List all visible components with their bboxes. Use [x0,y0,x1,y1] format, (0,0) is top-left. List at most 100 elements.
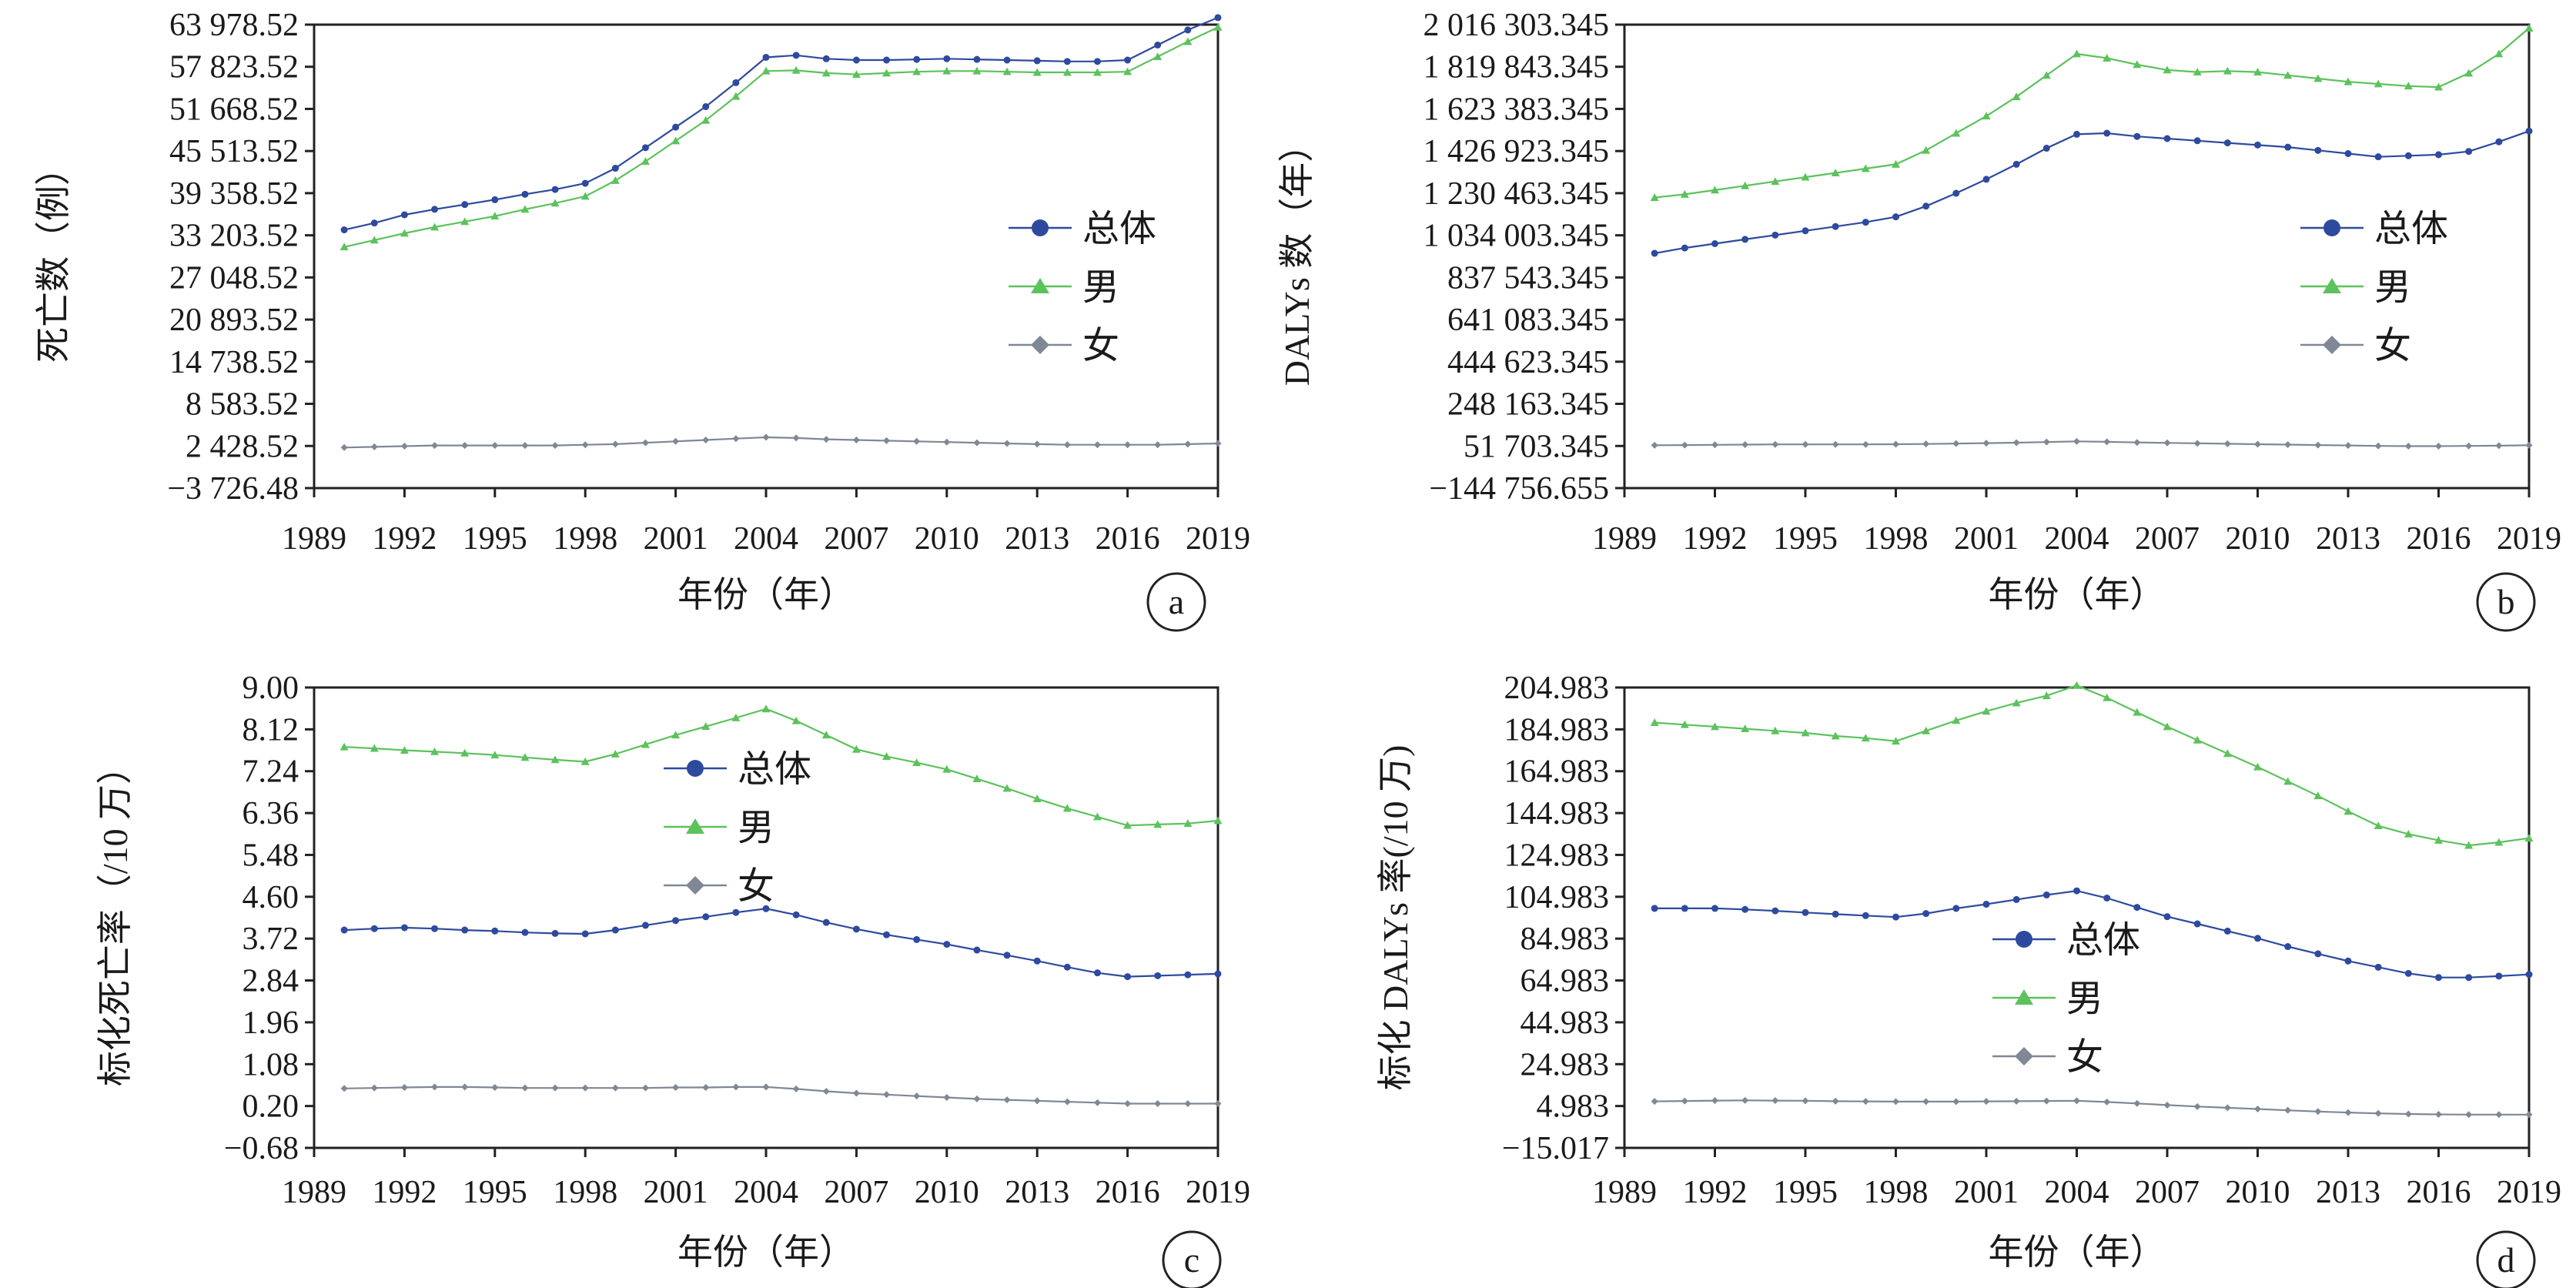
x-tick-label: 1995 [1773,1175,1838,1210]
y-tick-label: 7.24 [243,754,299,790]
data-point [2223,1104,2231,1112]
legend-label: 总体 [1082,209,1156,249]
data-point [702,913,710,921]
data-point [2313,791,2323,800]
x-tick-label: 2007 [824,521,888,557]
x-tick-label: 2013 [1005,1175,1069,1210]
data-point [1741,1096,1749,1104]
y-tick-label: −144 756.655 [1429,471,1609,507]
data-point [370,443,378,450]
x-axis-title: 年份（年） [677,575,855,614]
panel-letter-circle [1162,1230,1222,1288]
data-point [883,1091,891,1099]
y-tick-label: 144.983 [1504,796,1610,831]
y-tick-label: 14 738.52 [169,345,299,380]
data-point [461,201,469,209]
data-point [1771,177,1780,186]
data-point [2042,145,2050,152]
x-tick-label: 2016 [1096,1175,1160,1210]
data-point [702,103,710,111]
data-point [521,928,529,936]
data-point [2374,1109,2382,1117]
data-point [611,440,619,448]
data-point [581,179,589,187]
data-point [520,753,530,761]
legend-label: 女 [738,866,774,907]
data-point [1802,908,1809,916]
series-line [344,1086,1218,1105]
panel-letter-circle [1146,572,1206,632]
data-point [2344,957,2352,965]
x-tick-label: 1989 [1592,521,1657,557]
data-point [1982,1098,1990,1106]
panel-b-dalys-count: 2 016 303.345 1 819 843.345 1 623 383.345 1… [1277,8,2561,632]
data-point [1861,164,1870,172]
x-tick-label: 1992 [1683,521,1748,557]
data-point [611,1084,619,1092]
series-line [1654,27,2530,199]
data-point [2404,969,2412,977]
x-tick-label: 2016 [2407,1175,2471,1210]
data-point [431,925,439,932]
data-point [762,1083,770,1091]
x-tick-label: 2019 [2497,521,2561,557]
data-point [1681,905,1688,912]
data-point [1002,784,1012,792]
data-point [2283,71,2293,79]
x-tick-label: 2010 [2226,521,2290,557]
data-point [2073,130,2080,138]
data-point [2223,927,2231,935]
data-point [1771,231,1779,239]
data-point [461,1083,469,1091]
data-point [2495,442,2503,450]
y-tick-label: 8.12 [243,712,299,748]
x-tick-label: 1992 [372,1175,437,1210]
data-point [340,926,348,934]
data-point [2494,838,2504,846]
data-point [2374,79,2383,88]
x-tick-label: 2007 [2135,1175,2200,1210]
data-point [1892,1098,1899,1106]
data-point [672,917,680,925]
x-tick-label: 1992 [372,521,437,557]
data-point [1063,963,1071,971]
data-point [1650,193,1659,202]
data-point [2344,1109,2352,1116]
data-point [491,1084,499,1092]
data-point [2404,82,2413,90]
data-point [2314,1108,2322,1116]
data-point [2073,1097,2080,1105]
data-point [400,1084,408,1092]
data-point [883,56,891,64]
data-point [1771,1097,1779,1105]
data-point [1124,973,1132,981]
panel-letter-circle [2476,572,2536,632]
data-point [1124,1100,1132,1108]
data-point [2435,1111,2442,1119]
x-tick-label: 2019 [2497,1175,2561,1210]
data-point [1033,957,1041,965]
data-point [2133,60,2142,69]
data-point [2103,54,2112,62]
data-point [1124,56,1132,64]
data-point [1124,441,1132,449]
data-point [883,931,891,938]
data-point [2133,708,2142,716]
data-point [2223,66,2232,75]
data-point [2133,904,2141,912]
data-point [1062,68,1072,76]
data-point [671,731,681,739]
series-line [344,436,1219,449]
legend-marker [2016,931,2032,948]
data-point [2435,151,2442,159]
data-point [1063,1098,1071,1106]
y-tick-label: 44.983 [1521,1005,1610,1041]
legend-label: 男 [1082,267,1119,308]
legend-marker [2015,989,2033,1005]
data-point [2254,1106,2261,1113]
data-point [1711,905,1718,912]
data-point [1802,440,1809,448]
data-point [2012,698,2021,707]
y-tick-label: 1 034 003.345 [1423,219,1610,254]
